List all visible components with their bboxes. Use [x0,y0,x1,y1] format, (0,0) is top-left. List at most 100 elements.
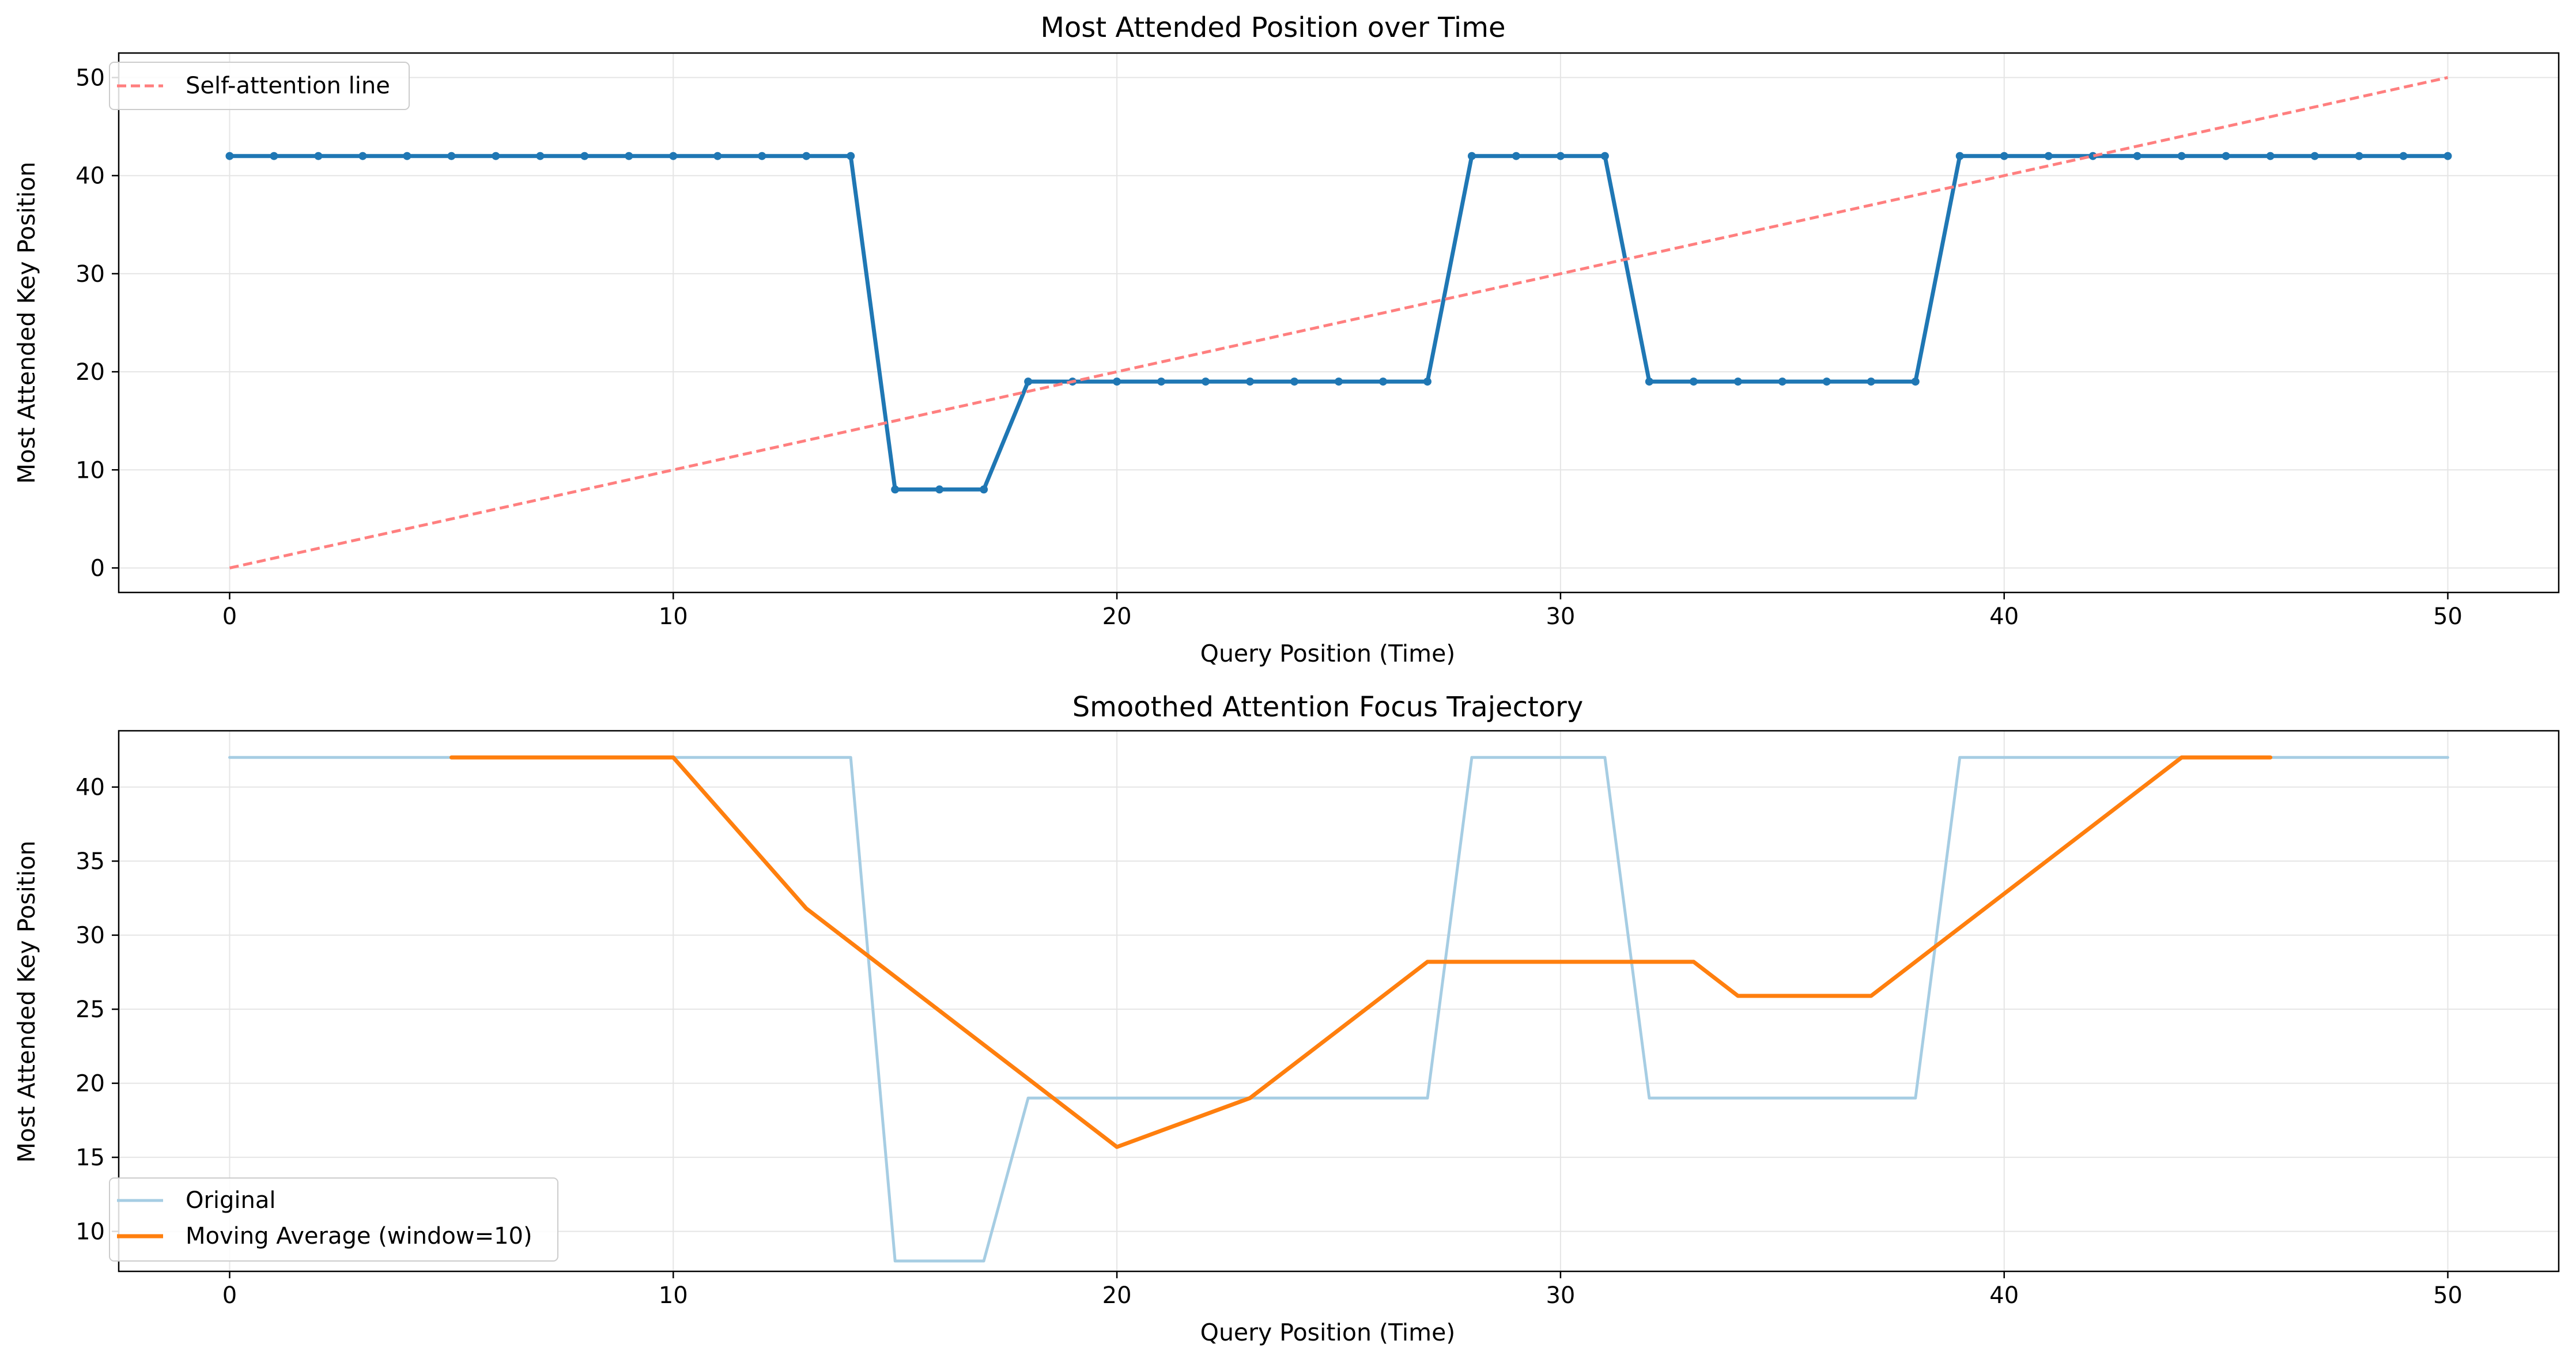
bottom-x-tick-label: 10 [659,1282,688,1309]
top-main-data-point [980,485,988,494]
top-main-data-point [891,485,900,494]
bottom-x-tick-label: 50 [2433,1282,2462,1309]
bottom-legend: Original Moving Average (window=10) [109,1177,558,1262]
top-main-data-point [2044,152,2053,160]
top-x-tick-label: 0 [222,603,237,630]
top-main-data-point [713,152,722,160]
top-main-data-point [1600,152,1609,160]
top-main-data-point [2222,152,2230,160]
top-main-data-point [314,152,323,160]
bottom-moving-series-line [449,755,2273,1149]
top-y-tick-label: 0 [90,555,105,582]
top-main-data-point [2355,152,2363,160]
top-main-data-point [2443,152,2452,160]
top-main-data-point [358,152,367,160]
bottom-axis-ticks: 0 10 20 30 40 50 10 15 20 25 30 35 40 [75,775,2462,1309]
top-x-tick-label: 40 [1989,603,2019,630]
top-x-tick-label: 50 [2433,603,2462,630]
top-main-data-point [669,152,678,160]
bottom-y-tick-label: 15 [75,1145,105,1171]
top-main-data-point [1867,377,1875,386]
top-main-data-point [1645,377,1653,386]
top-y-tick-label: 30 [75,261,105,288]
top-chart: Most Attended Position over Time 0 10 20 30… [13,12,2560,667]
top-y-tick-label: 20 [75,359,105,386]
top-axis-ticks: 0 10 20 30 40 50 0 10 20 30 40 50 [75,65,2462,630]
top-main-data-point [935,485,944,494]
top-main-data-point [1202,377,1210,386]
self-attention-legend-label: Self-attention line [186,73,390,99]
top-main-data-point [2399,152,2408,160]
bottom-y-tick-label: 10 [75,1219,105,1245]
top-main-data-point [1113,377,1121,386]
top-main-data-point [2000,152,2008,160]
bottom-y-axis-label: Most Attended Key Position [13,841,40,1163]
bottom-x-tick-label: 40 [1989,1282,2019,1309]
top-main-data-point [2133,152,2141,160]
top-y-tick-label: 40 [75,163,105,190]
bottom-plot-frame [118,730,2560,1273]
top-main-data-point [403,152,411,160]
top-main-data-point [1733,377,1742,386]
top-main-data-point [1246,377,1255,386]
top-plot-frame [118,52,2560,594]
top-main-data-point [2310,152,2319,160]
bottom-x-tick-label: 20 [1102,1282,1132,1309]
top-main-data-point [536,152,545,160]
bottom-x-tick-label: 0 [222,1282,237,1309]
bottom-legend-box [109,1177,558,1262]
bottom-chart: Smoothed Attention Focus Trajectory 0 10 2… [13,691,2560,1346]
top-x-axis-label: Query Position (Time) [1200,640,1456,667]
top-chart-title: Most Attended Position over Time [1040,12,1505,44]
top-main-data-point [758,152,766,160]
top-main-data-point [447,152,456,160]
top-series-layer [225,76,2452,569]
original-legend-label: Original [186,1187,276,1214]
bottom-y-tick-label: 40 [75,775,105,801]
top-main-data-point [1467,152,1476,160]
top-main-data-point [492,152,500,160]
bottom-chart-title: Smoothed Attention Focus Trajectory [1072,691,1584,723]
bottom-x-tick-label: 30 [1546,1282,1575,1309]
bottom-y-tick-label: 30 [75,923,105,949]
bottom-y-tick-label: 25 [75,996,105,1023]
top-x-tick-label: 30 [1546,603,1575,630]
top-y-axis-label: Most Attended Key Position [13,162,40,484]
top-main-data-point [1512,152,1520,160]
bottom-y-tick-label: 20 [75,1071,105,1097]
top-self-line-series-line [229,76,2449,569]
top-main-data-point [580,152,589,160]
top-main-data-point [2177,152,2186,160]
top-x-tick-label: 20 [1102,603,1132,630]
top-main-data-point [1290,377,1299,386]
top-main-data-point [1911,377,1920,386]
bottom-x-axis-label: Query Position (Time) [1200,1319,1456,1346]
top-main-data-point [1778,377,1786,386]
top-y-tick-label: 50 [75,65,105,92]
top-main-data-point [1024,377,1033,386]
bottom-y-tick-label: 35 [75,848,105,875]
top-main-data-point [1556,152,1565,160]
top-main-data-point [802,152,811,160]
top-gridlines [119,53,2559,592]
top-main-data-point [2266,152,2275,160]
top-main-data-point [2088,152,2097,160]
top-x-tick-label: 10 [659,603,688,630]
top-main-data-point [1423,377,1431,386]
top-main-data-point [270,152,278,160]
top-y-tick-label: 10 [75,457,105,484]
moving-average-legend-label: Moving Average (window=10) [186,1223,532,1249]
top-legend: Self-attention line [109,62,410,110]
top-main-data-point [225,152,234,160]
top-main-data-point [1955,152,1964,160]
top-main-data-point [625,152,633,160]
top-main-data-point [1157,377,1166,386]
top-main-data-point [847,152,855,160]
top-legend-box [109,62,410,110]
top-main-data-point [1335,377,1343,386]
bottom-series-layer [228,755,2449,1263]
top-main-data-point [1822,377,1831,386]
top-main-data-point [1378,377,1387,386]
